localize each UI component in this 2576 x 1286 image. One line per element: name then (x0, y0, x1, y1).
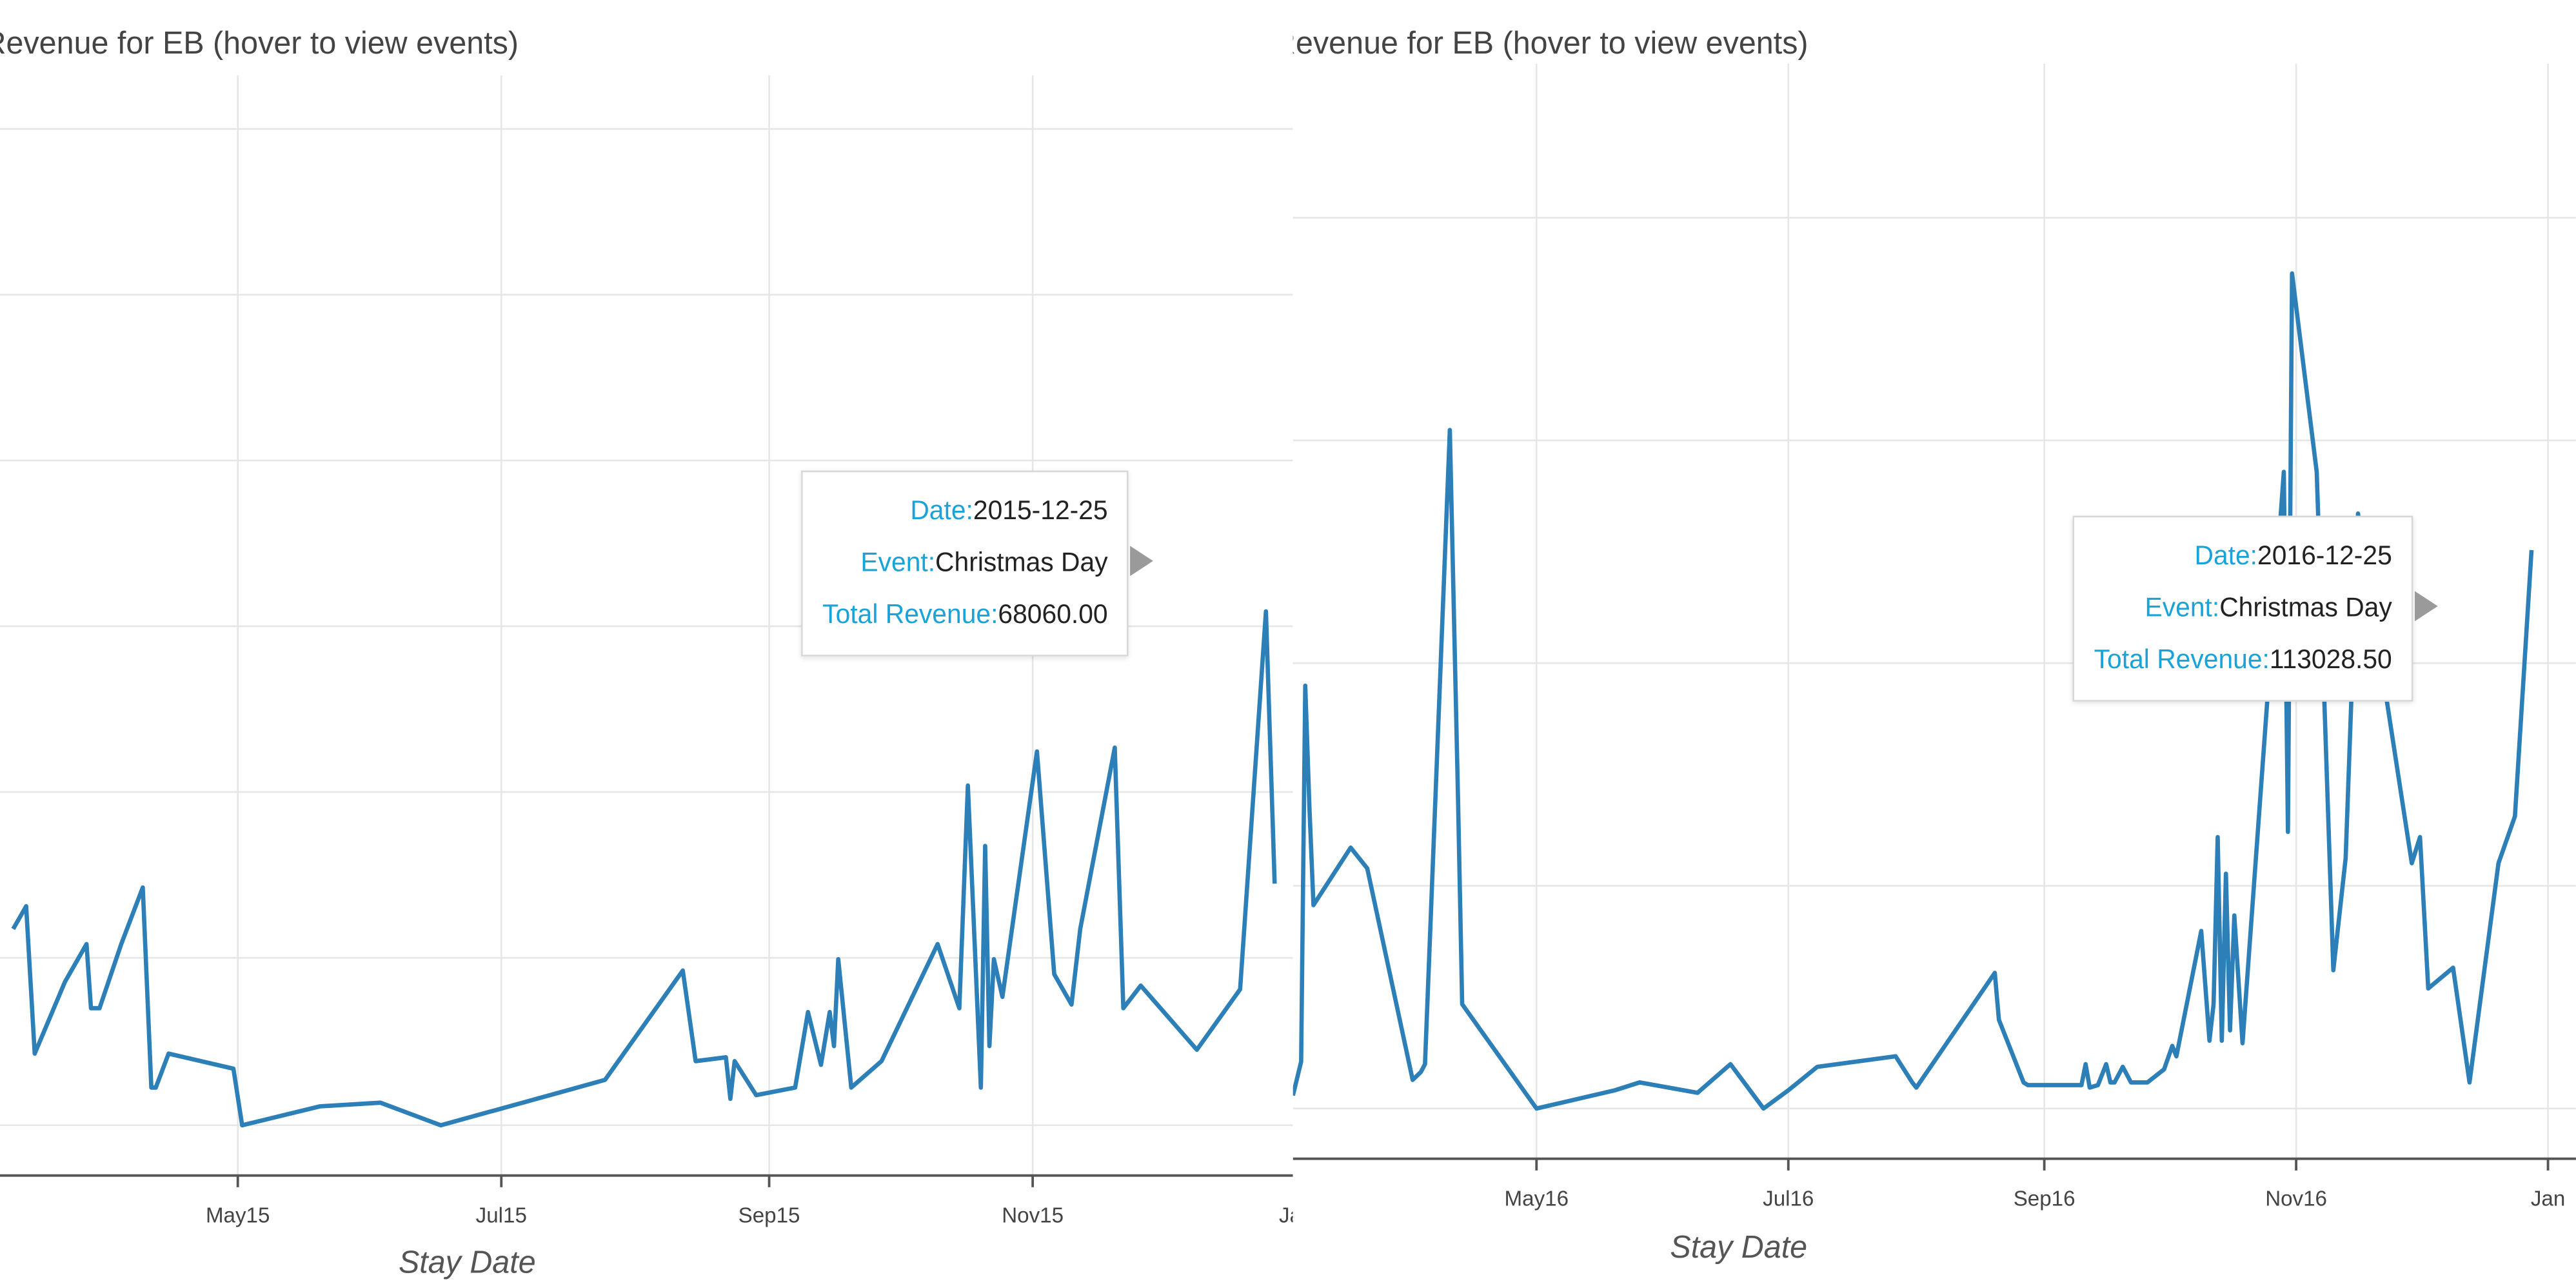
x-axis-label: Stay Date (1670, 1230, 1807, 1265)
chart-panel-2016: Revenue for EB (hover to view events) Ma… (1293, 0, 2576, 1286)
tooltip-event-key: Event: (2145, 594, 2220, 623)
tooltip-event-key: Event: (860, 549, 936, 578)
tooltip-event-value: Christmas Day (935, 549, 1108, 578)
x-tick-label: Nov15 (1002, 1203, 1064, 1227)
x-tick-label: Jul16 (1763, 1187, 1814, 1211)
tooltip-date-value: 2016-12-25 (2257, 542, 2392, 571)
chart-panel-2015: Revenue for EB (hover to view events) Ma… (0, 26, 1293, 1280)
tooltip-event-row: Event:Christmas Day (822, 537, 1107, 589)
x-tick-label: Sep15 (738, 1203, 800, 1227)
tooltip-date-key: Date: (910, 497, 973, 526)
tooltip-revenue-value: 113028.50 (2269, 646, 2392, 675)
tooltip-pointer-icon (2415, 591, 2439, 622)
tooltip-event-row: Event:Christmas Day (2094, 583, 2392, 635)
x-tick-label: Jul15 (476, 1203, 527, 1227)
grid-lines (1293, 63, 2576, 1159)
tooltip-date-row: Date:2015-12-25 (822, 486, 1107, 537)
x-tick-label: May15 (206, 1203, 270, 1227)
tooltip-revenue-value: 68060.00 (998, 601, 1108, 630)
x-tick-label: Jan (1279, 1203, 1293, 1227)
tooltip-pointer-icon (1131, 546, 1154, 577)
x-tick-label: Sep16 (2014, 1187, 2076, 1211)
x-tick-label: Jan (2531, 1187, 2565, 1211)
event-tooltip: Date:2015-12-25 Event:Christmas Day Tota… (801, 470, 1154, 657)
chart-title: Revenue for EB (hover to view events) (1293, 26, 1808, 63)
tooltip-revenue-row: Total Revenue:113028.50 (2094, 635, 2392, 686)
x-axis-label: Stay Date (399, 1245, 536, 1280)
tooltip-revenue-key: Total Revenue: (822, 601, 998, 630)
chart-title: Revenue for EB (hover to view events) (0, 26, 519, 63)
x-tick-label: Nov16 (2265, 1187, 2327, 1211)
tooltip-event-value: Christmas Day (2219, 594, 2392, 623)
event-tooltip: Date:2016-12-25 Event:Christmas Day Tota… (2072, 515, 2439, 702)
revenue-line-series[interactable] (11, 609, 1277, 1128)
tooltip-revenue-row: Total Revenue:68060.00 (822, 589, 1107, 641)
x-tick-label: May16 (1505, 1187, 1569, 1211)
tooltip-revenue-key: Total Revenue: (2094, 646, 2270, 675)
tooltip-date-row: Date:2016-12-25 (2094, 531, 2392, 582)
tooltip-date-value: 2015-12-25 (973, 497, 1108, 526)
tooltip-date-key: Date: (2194, 542, 2258, 571)
